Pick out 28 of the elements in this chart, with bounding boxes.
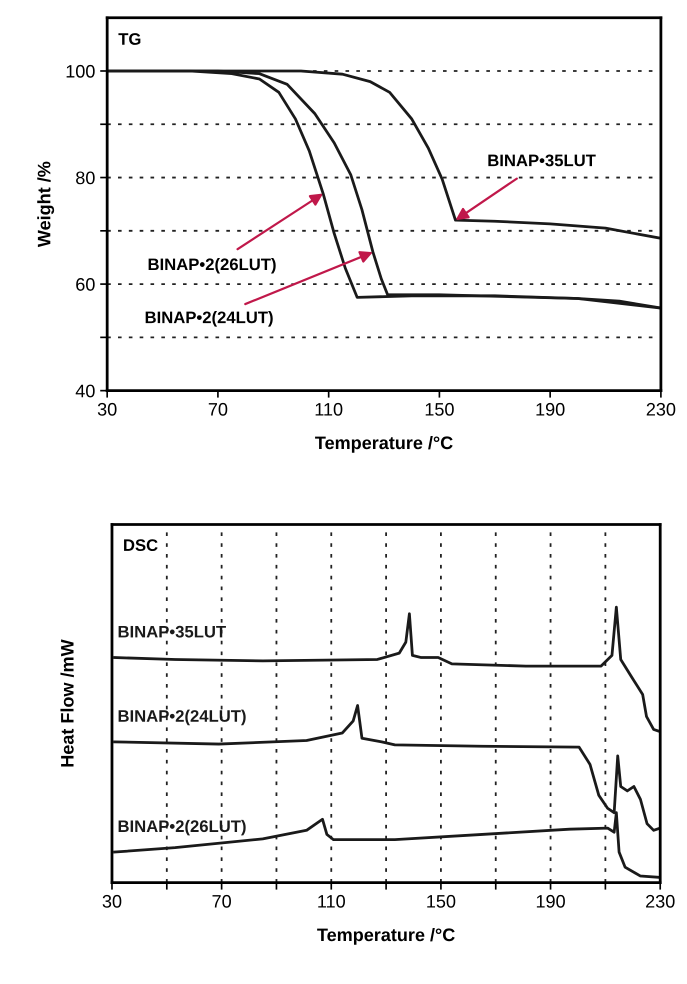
x-tick-label: 110	[318, 894, 345, 908]
series-label: BINAP•2(26LUT)	[118, 820, 246, 836]
x-tick-label: 190	[536, 894, 565, 908]
text: TG	[118, 33, 140, 45]
chart-title: DSC	[124, 539, 158, 552]
y-tick-label: 100	[66, 64, 95, 78]
series-label: BINAP•35LUT	[118, 626, 226, 638]
series-label: BINAP•2(24LUT)	[118, 710, 246, 726]
x-tick-label: 230	[646, 894, 675, 908]
x-tick-label: 190	[536, 402, 565, 416]
annotation: BINAP•35LUT	[488, 154, 596, 166]
annotation: BINAP•2(26LUT)	[148, 258, 276, 274]
x-tick-label: 110	[316, 402, 342, 416]
x-axis-title: Temperature /°C	[315, 436, 453, 453]
y-tick-label: 60	[76, 278, 95, 291]
y-axis-title: Heat Flow /mW	[60, 639, 74, 767]
x-tick-label: 150	[427, 894, 456, 908]
y-axis-title: Weight /%	[37, 162, 54, 248]
x-tick-label: 30	[102, 894, 122, 908]
y-tick-label: 40	[76, 384, 95, 398]
x-tick-label: 70	[208, 402, 228, 416]
x-tick-label: 30	[98, 402, 117, 416]
y-tick-label: 80	[76, 171, 95, 184]
annotation: BINAP•2(24LUT)	[146, 311, 273, 327]
x-tick-label: 230	[646, 402, 676, 416]
x-axis-title: Temperature /°C	[317, 928, 455, 945]
x-tick-label: 70	[212, 894, 231, 908]
x-tick-label: 150	[426, 402, 454, 416]
